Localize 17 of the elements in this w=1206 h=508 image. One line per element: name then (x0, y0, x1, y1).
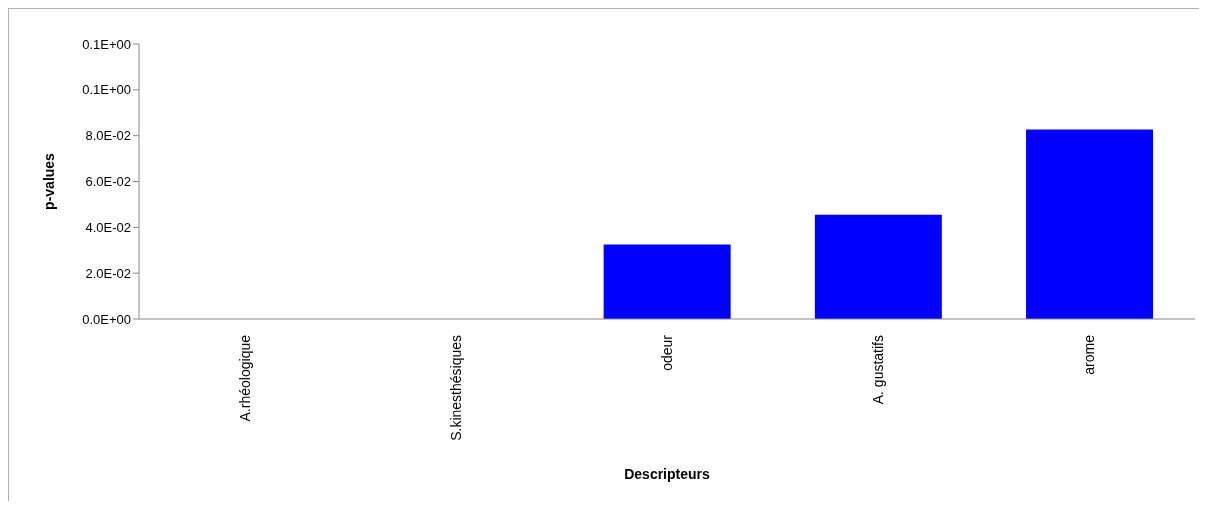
y-tick-label: 6.0E-02 (85, 174, 131, 190)
x-tick-label: S.kinesthésiques (447, 335, 464, 441)
y-tick-label: 2.0E-02 (85, 265, 131, 281)
x-tick-label: arome (1081, 334, 1098, 375)
bar (1026, 129, 1154, 319)
x-axis-title: Descripteurs (624, 466, 711, 482)
y-axis-title: p-values (40, 152, 57, 210)
y-tick-label: 4.0E-02 (85, 219, 131, 235)
x-tick-label: A.rhéologique (236, 334, 253, 422)
y-tick-label: 0.0E+00 (82, 311, 131, 327)
y-tick-label: 0.1E+00 (82, 82, 131, 98)
y-tick-label: 0.1E+00 (82, 36, 131, 52)
x-tick-label: odeur (659, 334, 675, 371)
bar (814, 214, 942, 319)
x-tick-label: A. gustatifs (870, 335, 887, 405)
y-tick-label: 8.0E-02 (85, 128, 131, 144)
bar (603, 244, 731, 319)
